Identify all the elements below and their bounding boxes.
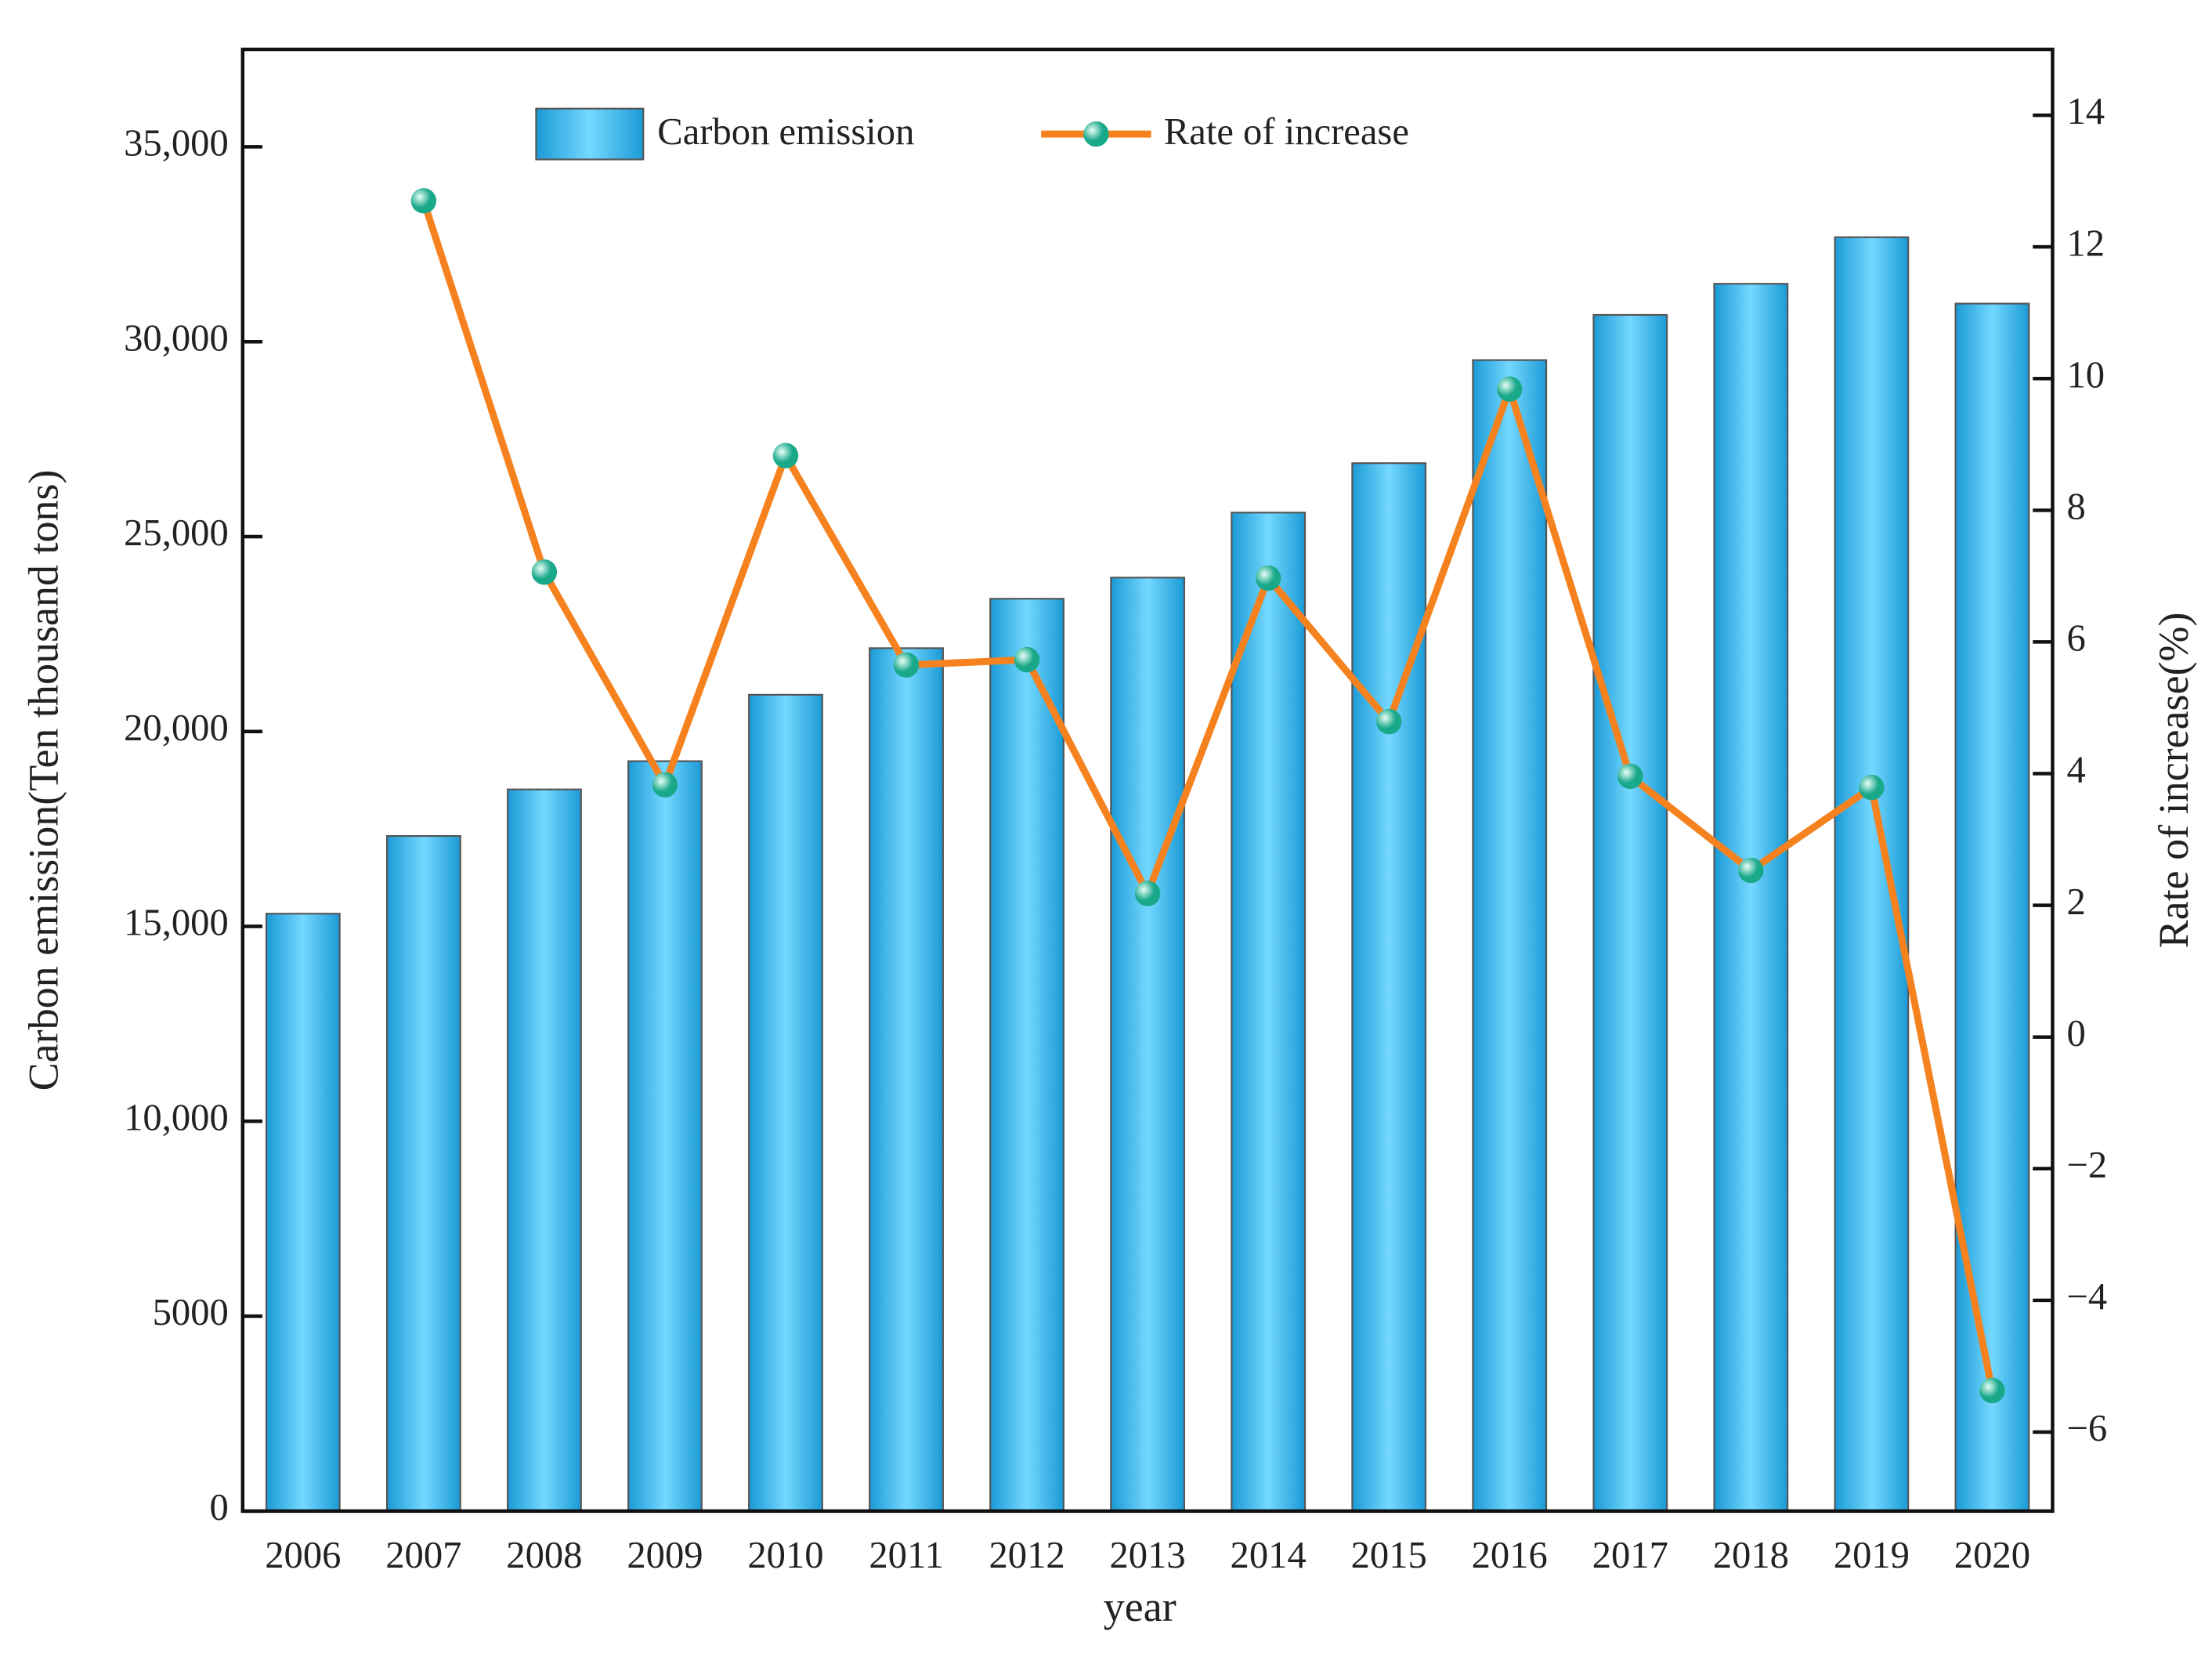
y-tick-label: 35,000 xyxy=(124,122,229,165)
bar xyxy=(507,788,582,1512)
y2-tick-label: 10 xyxy=(2066,353,2105,396)
y2-tick-label: −6 xyxy=(2066,1407,2107,1449)
x-tick-label: 2009 xyxy=(627,1534,703,1576)
y2-tick-label: −2 xyxy=(2066,1144,2107,1186)
x-tick-label: 2012 xyxy=(989,1534,1064,1576)
y-tick-label: 25,000 xyxy=(124,512,229,554)
x-tick-label: 2018 xyxy=(1713,1534,1789,1576)
rate-marker xyxy=(1376,708,1402,735)
rate-marker xyxy=(772,443,799,468)
bar xyxy=(989,598,1064,1512)
bar xyxy=(1231,512,1307,1512)
x-tick-label: 2020 xyxy=(1954,1534,2030,1576)
x-tick-label: 2006 xyxy=(265,1534,341,1576)
legend-label: Rate of increase xyxy=(1164,110,1409,153)
rate-line xyxy=(420,199,1996,1391)
y-tick-label: 15,000 xyxy=(124,902,229,944)
rate-marker xyxy=(1134,881,1161,906)
bar xyxy=(1834,236,1910,1512)
y-tick-label: 30,000 xyxy=(124,316,229,359)
rate-marker xyxy=(1014,646,1040,673)
rate-marker xyxy=(410,188,437,214)
y2-tick-label: 6 xyxy=(2066,617,2085,660)
bar xyxy=(1713,283,1789,1512)
plot-frame xyxy=(240,47,2055,1514)
bar xyxy=(1592,313,1668,1512)
x-tick-label: 2017 xyxy=(1592,1534,1668,1576)
y-tick-label: 5000 xyxy=(153,1291,229,1333)
rate-marker xyxy=(893,652,920,678)
legend-swatch-marker xyxy=(1083,121,1109,147)
x-tick-label: 2008 xyxy=(506,1534,582,1576)
rate-marker xyxy=(1979,1377,2005,1404)
rate-marker xyxy=(531,559,558,585)
x-tick-label: 2019 xyxy=(1834,1534,1910,1576)
rate-marker xyxy=(1859,774,1885,801)
legend-label: Carbon emission xyxy=(657,110,914,153)
x-tick-label: 2007 xyxy=(385,1534,461,1576)
bar xyxy=(1351,462,1427,1512)
rate-marker xyxy=(1617,763,1643,790)
y-tick-label: 10,000 xyxy=(124,1096,229,1138)
y2-tick-label: 14 xyxy=(2066,90,2105,132)
y2-tick-label: 2 xyxy=(2066,881,2085,923)
legend-swatch-bar xyxy=(535,107,645,161)
bar xyxy=(265,913,341,1512)
rate-marker xyxy=(652,772,678,798)
x-tick-label: 2011 xyxy=(869,1534,943,1576)
y2-tick-label: −4 xyxy=(2066,1275,2107,1318)
rate-marker xyxy=(1738,857,1764,884)
y-tick-label: 0 xyxy=(209,1486,228,1528)
bar xyxy=(385,835,461,1512)
x-tick-label: 2010 xyxy=(747,1534,823,1576)
y2-tick-label: 8 xyxy=(2066,486,2085,528)
y2-tick-label: 4 xyxy=(2066,749,2085,791)
rate-marker xyxy=(1497,376,1523,402)
y2-axis-label: Rate of increase(%) xyxy=(2150,612,2197,948)
bar xyxy=(1472,359,1548,1512)
x-tick-label: 2014 xyxy=(1231,1534,1307,1576)
bar xyxy=(869,647,944,1512)
rate-marker xyxy=(1255,565,1281,591)
y2-tick-label: 12 xyxy=(2066,222,2105,264)
x-tick-label: 2016 xyxy=(1472,1534,1548,1576)
bar xyxy=(748,693,823,1512)
bar xyxy=(1954,302,2030,1512)
y2-tick-label: 0 xyxy=(2066,1012,2085,1054)
bar xyxy=(627,760,703,1512)
x-tick-label: 2013 xyxy=(1110,1534,1186,1576)
bar xyxy=(1110,577,1186,1512)
y-axis-label: Carbon emission(Ten thousand tons) xyxy=(20,469,67,1091)
y-tick-label: 20,000 xyxy=(124,707,229,749)
x-axis-label: year xyxy=(1104,1583,1176,1630)
x-tick-label: 2015 xyxy=(1351,1534,1427,1576)
